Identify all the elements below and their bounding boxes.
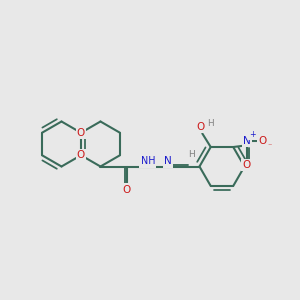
Text: O: O	[258, 136, 266, 146]
Text: O: O	[77, 150, 85, 160]
Text: H: H	[188, 150, 194, 159]
Text: O: O	[77, 128, 85, 138]
Text: ⁻: ⁻	[268, 141, 272, 150]
Text: +: +	[249, 130, 256, 139]
Text: O: O	[123, 184, 131, 195]
Text: N: N	[243, 136, 250, 146]
Text: N: N	[164, 156, 172, 167]
Text: NH: NH	[141, 156, 155, 167]
Text: H: H	[207, 119, 214, 128]
Text: O: O	[243, 160, 251, 170]
Text: O: O	[197, 122, 205, 132]
